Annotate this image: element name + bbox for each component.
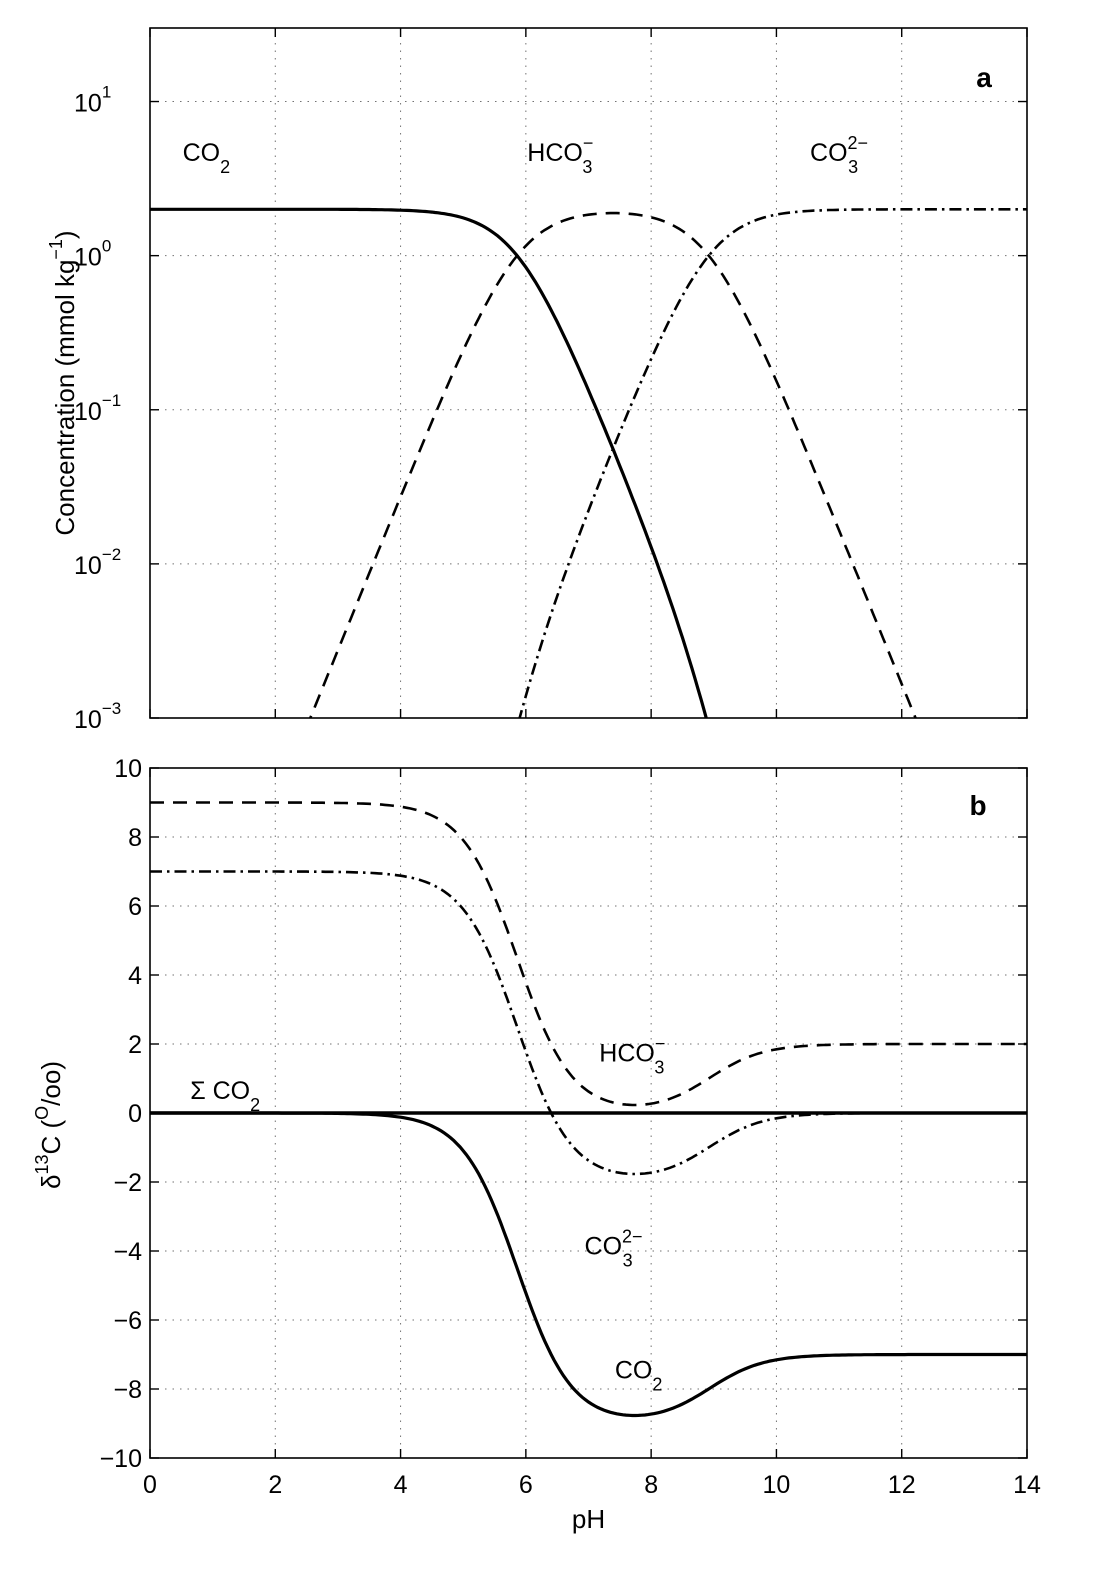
y-tick-label: 10 bbox=[114, 755, 142, 783]
series-hco3 bbox=[150, 801, 1027, 1107]
y-tick-label: 8 bbox=[128, 824, 142, 852]
series-co3 bbox=[150, 870, 1027, 1176]
species-label: CO2− 3 bbox=[585, 1226, 643, 1270]
panel-a: 10−3 10−2 10−1 100 101 Concentration (mmol kg… bbox=[46, 27, 1028, 734]
species-label: CO2− 3 bbox=[810, 133, 868, 177]
y-tick-label: 0 bbox=[128, 1100, 142, 1128]
x-tick-label: 12 bbox=[888, 1471, 916, 1499]
species-label: CO2 bbox=[615, 1357, 663, 1395]
series-hco3 bbox=[308, 211, 917, 718]
y-tick-label: 4 bbox=[128, 962, 142, 990]
x-tick-label: 2 bbox=[268, 1471, 282, 1499]
x-tick-label: 4 bbox=[394, 1471, 408, 1499]
species-label: HCO− 3 bbox=[527, 133, 593, 177]
y-tick-label: −4 bbox=[113, 1238, 142, 1266]
x-tick-label: 10 bbox=[763, 1471, 791, 1499]
y-tick-label: 101 bbox=[74, 83, 111, 118]
y-tick-label: −8 bbox=[113, 1376, 142, 1404]
y-tick-label: −6 bbox=[113, 1307, 142, 1335]
series-co3 bbox=[518, 208, 1027, 718]
y-tick-label: 100 bbox=[74, 237, 111, 272]
y-tick-label: 10−3 bbox=[74, 699, 121, 734]
plot-frame bbox=[149, 27, 1028, 719]
species-label: Σ CO2 bbox=[190, 1077, 260, 1115]
y-axis-label: Concentration (mmol kg−1) bbox=[46, 230, 80, 535]
panel-letter-a: a bbox=[976, 62, 992, 93]
y-tick-label: 2 bbox=[128, 1031, 142, 1059]
y-axis-label: δ13C (O/oo) bbox=[32, 1061, 66, 1189]
series-co2 bbox=[150, 207, 708, 718]
x-tick-label: 14 bbox=[1013, 1471, 1041, 1499]
y-tick-label: 10−2 bbox=[74, 545, 121, 580]
y-tick-label: −2 bbox=[113, 1169, 142, 1197]
x-axis-label: pH bbox=[572, 1504, 605, 1534]
panel-b: 0 2 4 6 8 10 12 14 −10 −8 −6 −4 −2 0 2 4 6 8 10 pH δ13C (O/o… bbox=[32, 755, 1041, 1534]
y-tick-label: 10−1 bbox=[74, 391, 121, 426]
series-co2 bbox=[150, 1111, 1027, 1418]
y-tick-label: 6 bbox=[128, 893, 142, 921]
x-tick-label: 0 bbox=[143, 1471, 157, 1499]
panel-letter-b: b bbox=[969, 790, 986, 821]
species-label: HCO− 3 bbox=[599, 1033, 665, 1077]
x-tick-label: 8 bbox=[644, 1471, 658, 1499]
species-label: CO2 bbox=[183, 139, 231, 177]
y-tick-label: −10 bbox=[100, 1445, 142, 1473]
x-tick-label: 6 bbox=[519, 1471, 533, 1499]
